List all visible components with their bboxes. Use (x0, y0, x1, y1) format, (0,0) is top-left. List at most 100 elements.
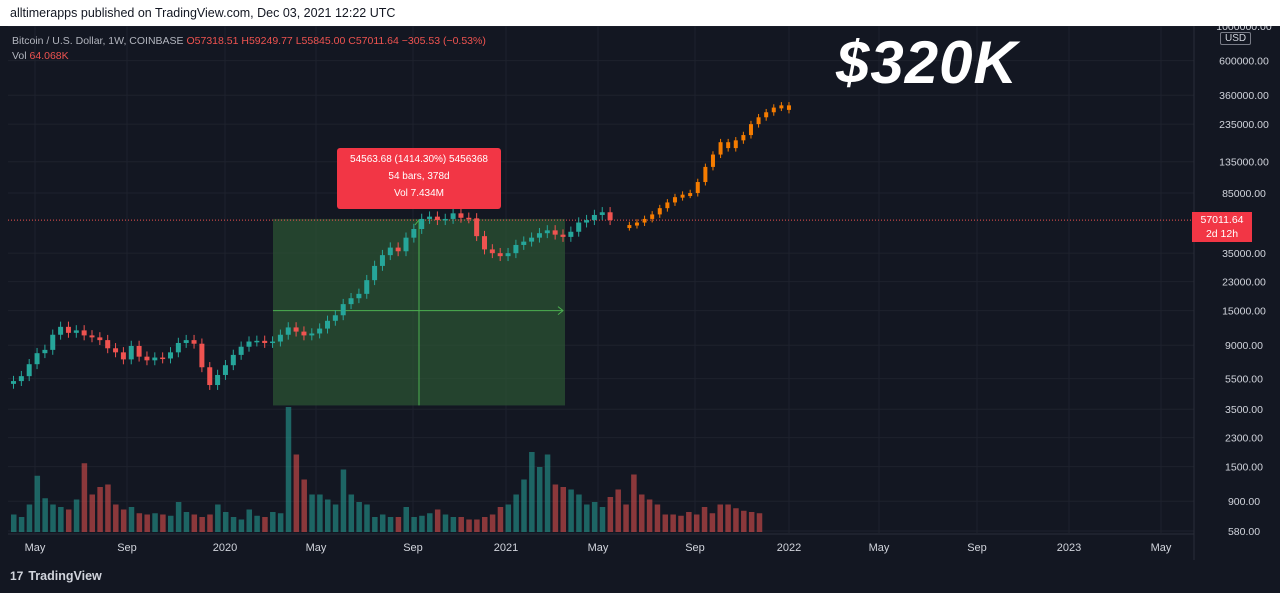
candle-body (364, 280, 370, 294)
price-tick-label: 235000.00 (1219, 119, 1269, 131)
projected-candle-body (748, 124, 753, 136)
volume-bar (403, 507, 409, 532)
projected-candle-body (726, 142, 731, 149)
candle-body (372, 265, 378, 281)
candle-body (591, 214, 597, 221)
candle-body (215, 374, 221, 386)
volume-bar (65, 509, 72, 532)
volume-bar (599, 507, 606, 532)
projected-candle-body (741, 135, 746, 141)
candle-body (403, 237, 409, 252)
projected-candle-body (786, 105, 791, 110)
candle-body (26, 364, 32, 377)
volume-bar (529, 452, 535, 532)
candle-body (50, 334, 56, 350)
volume-bar (128, 507, 135, 532)
candle-body (18, 376, 24, 382)
volume-bar (419, 515, 425, 532)
volume-bar (591, 502, 598, 532)
volume-bar (89, 494, 95, 532)
volume-bar (489, 514, 496, 532)
projected-candle-body (771, 107, 776, 113)
candle-body (160, 357, 166, 360)
candle-body (607, 212, 613, 221)
volume-bar (285, 407, 292, 532)
candle-body (529, 237, 535, 242)
volume-bar (58, 507, 64, 532)
tradingview-logo[interactable]: 17 TradingView (10, 569, 102, 583)
volume-bar (168, 515, 174, 532)
projected-candle-body (695, 182, 700, 194)
price-tick-label: 1500.00 (1225, 462, 1263, 474)
projected-candle-body (756, 117, 761, 125)
volume-bar (544, 454, 551, 532)
price-tick-label: 900.00 (1228, 496, 1260, 508)
published-text: alltimerapps published on TradingView.co… (10, 6, 396, 20)
measure-arrow-right (557, 306, 564, 315)
projected-candle-body (665, 202, 670, 209)
price-tick-label: 1000000.00 (1216, 26, 1272, 33)
candle-body (356, 293, 362, 299)
bar-countdown: 2d 12h (1205, 228, 1239, 240)
candle-body (144, 356, 150, 361)
measure-line-2: 54 bars, 378d (388, 171, 450, 182)
candle-body (411, 228, 417, 238)
price-tick-label: 360000.00 (1219, 90, 1269, 102)
candle-body (434, 216, 440, 221)
candle-body (277, 334, 283, 342)
candle-body (73, 330, 79, 333)
volume-bar (97, 487, 103, 532)
candle-body (544, 230, 550, 234)
volume-bar (136, 513, 143, 532)
time-tick-label: May (869, 542, 890, 554)
candle-body (442, 218, 448, 221)
symbol-label[interactable]: Bitcoin / U.S. Dollar, 1W, COINBASE (12, 35, 184, 47)
volume-bar (301, 479, 307, 532)
candle-body (230, 354, 236, 366)
volume-bar (293, 454, 300, 532)
time-tick-label: Sep (685, 542, 705, 554)
tv-logo-icon: 17 (10, 569, 24, 583)
volume-bar (254, 515, 260, 532)
current-price-value: 57011.64 (1200, 214, 1244, 226)
time-tick-label: Sep (967, 542, 987, 554)
volume-bar (442, 514, 449, 532)
candle-body (293, 327, 299, 332)
candle-body (81, 330, 87, 336)
candle-body (340, 304, 346, 316)
time-tick-label: Sep (403, 542, 423, 554)
volume-bar (270, 512, 276, 532)
candle-body (254, 340, 260, 343)
volume-bar (427, 513, 433, 532)
price-tick-label: 2300.00 (1225, 433, 1263, 445)
price-tick-label: 85000.00 (1222, 188, 1266, 200)
volume-bar (497, 507, 504, 532)
candle-body (120, 352, 126, 360)
time-tick-label: Sep (117, 542, 137, 554)
vol-label[interactable]: Vol (12, 50, 27, 62)
volume-bar (325, 499, 331, 532)
volume-bar (568, 489, 574, 532)
chart-area[interactable]: 1000000.00 600000.00 360000.00 235000.00 135… (8, 26, 1272, 560)
volume-bar (262, 517, 268, 532)
price-chart[interactable]: 1000000.00 600000.00 360000.00 235000.00 135… (8, 26, 1272, 560)
time-tick-label: 2020 (213, 542, 237, 554)
projected-candle-body (680, 194, 685, 198)
volume-bar (733, 508, 739, 532)
volume-bar (199, 517, 205, 532)
volume-bar (654, 504, 661, 532)
volume-bar (513, 494, 519, 532)
volume-bar (395, 517, 402, 532)
volume-bar (160, 514, 166, 532)
candle-body (317, 328, 323, 334)
time-tick-label: May (588, 542, 609, 554)
time-tick-label: May (25, 542, 46, 554)
ohlc-row: Bitcoin / U.S. Dollar, 1W, COINBASE O573… (12, 34, 486, 49)
currency-button[interactable]: USD (1220, 32, 1252, 45)
candle-body (152, 357, 158, 361)
candle-body (105, 340, 111, 349)
candle-body (207, 367, 213, 386)
candle-body (536, 233, 542, 238)
volume-bar (639, 494, 645, 532)
projected-candle-body (764, 112, 769, 118)
